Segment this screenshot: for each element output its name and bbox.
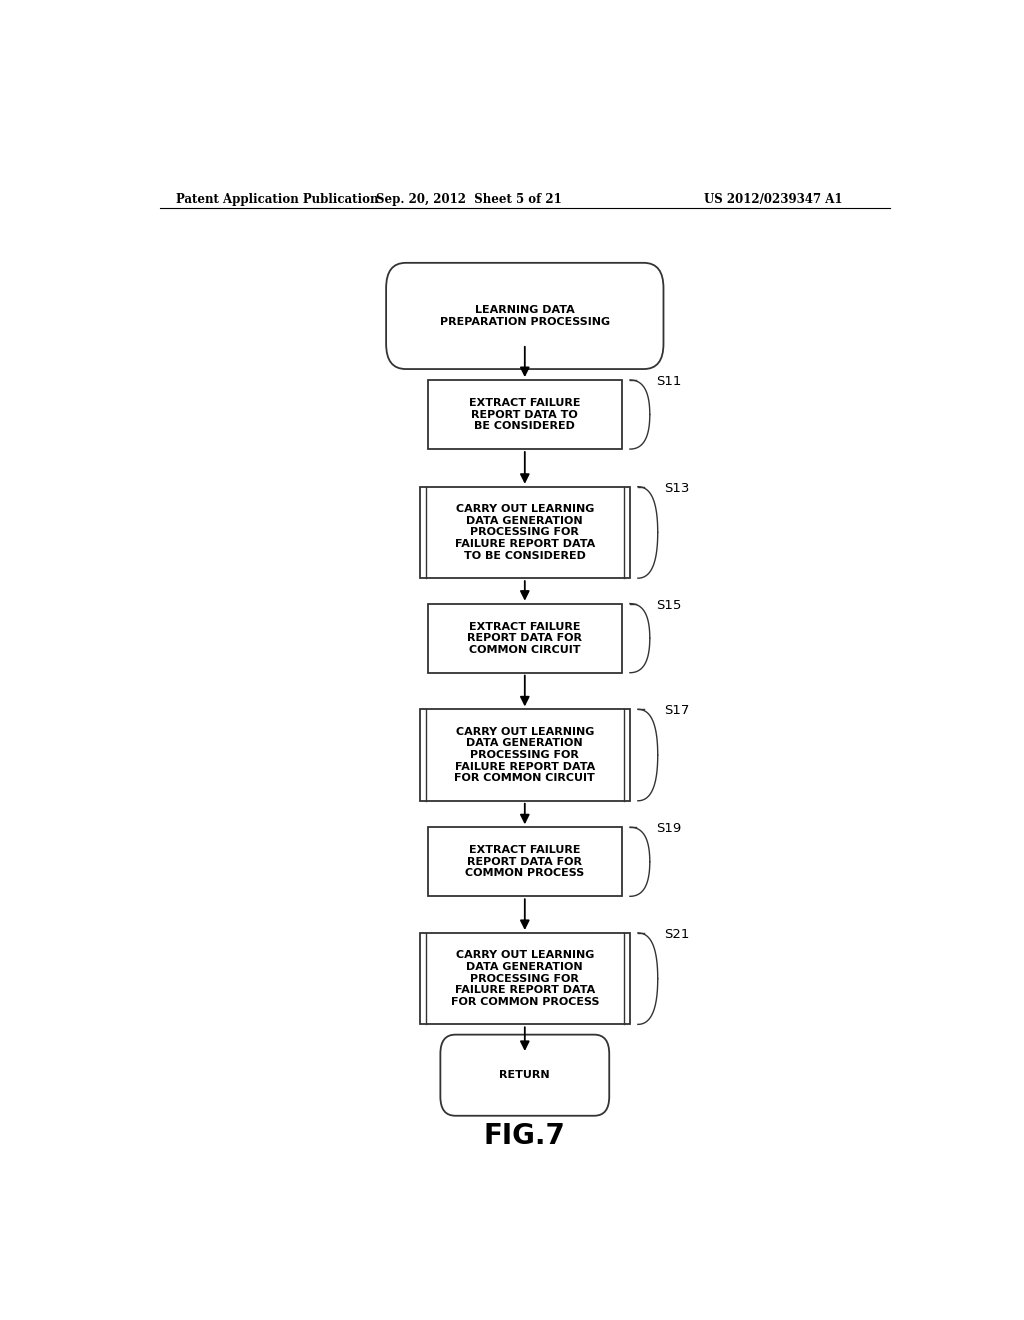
Bar [420,709,630,801]
Text: EXTRACT FAILURE
REPORT DATA TO
BE CONSIDERED: EXTRACT FAILURE REPORT DATA TO BE CONSID… [469,397,581,432]
Text: CARRY OUT LEARNING
DATA GENERATION
PROCESSING FOR
FAILURE REPORT DATA
FOR COMMON: CARRY OUT LEARNING DATA GENERATION PROCE… [451,950,599,1007]
Text: S17: S17 [665,704,689,717]
Text: EXTRACT FAILURE
REPORT DATA FOR
COMMON PROCESS: EXTRACT FAILURE REPORT DATA FOR COMMON P… [465,845,585,878]
Text: S11: S11 [656,375,682,388]
FancyBboxPatch shape [386,263,664,370]
Bar [428,380,622,449]
Text: S19: S19 [656,822,681,836]
Text: Sep. 20, 2012  Sheet 5 of 21: Sep. 20, 2012 Sheet 5 of 21 [377,193,562,206]
Bar [428,603,622,673]
Text: RETURN: RETURN [500,1071,550,1080]
FancyBboxPatch shape [440,1035,609,1115]
Text: US 2012/0239347 A1: US 2012/0239347 A1 [703,193,842,206]
Text: CARRY OUT LEARNING
DATA GENERATION
PROCESSING FOR
FAILURE REPORT DATA
TO BE CONS: CARRY OUT LEARNING DATA GENERATION PROCE… [455,504,595,561]
Text: S21: S21 [665,928,689,941]
Text: S13: S13 [665,482,689,495]
Text: FIG.7: FIG.7 [484,1122,565,1150]
Bar [428,828,622,896]
Text: Patent Application Publication: Patent Application Publication [176,193,378,206]
Text: CARRY OUT LEARNING
DATA GENERATION
PROCESSING FOR
FAILURE REPORT DATA
FOR COMMON: CARRY OUT LEARNING DATA GENERATION PROCE… [455,727,595,783]
Bar [420,487,630,578]
Text: LEARNING DATA
PREPARATION PROCESSING: LEARNING DATA PREPARATION PROCESSING [439,305,610,327]
Text: EXTRACT FAILURE
REPORT DATA FOR
COMMON CIRCUIT: EXTRACT FAILURE REPORT DATA FOR COMMON C… [467,622,583,655]
Bar [420,933,630,1024]
Text: S15: S15 [656,598,682,611]
